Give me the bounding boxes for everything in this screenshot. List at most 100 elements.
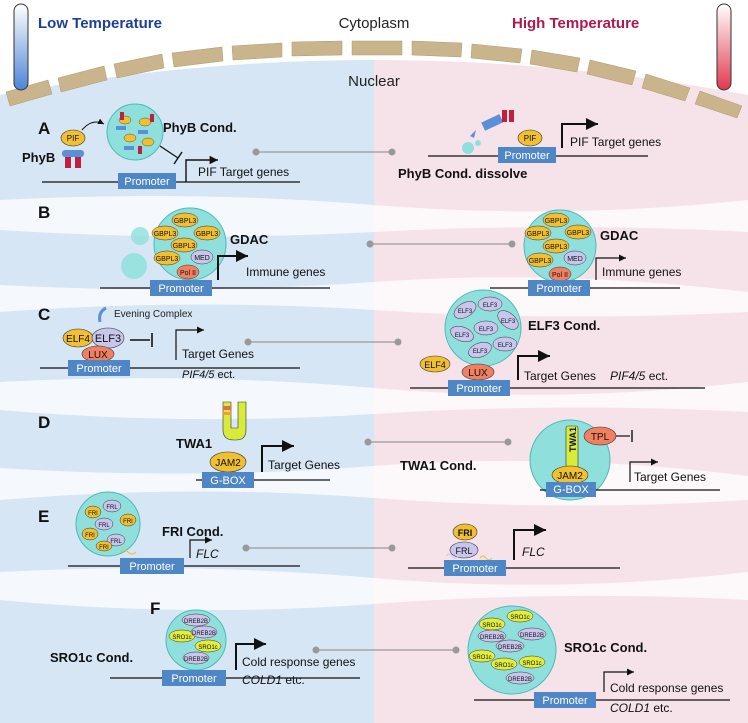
fri-label-right: FRI <box>458 528 473 538</box>
tpl-label: TPL <box>591 432 610 443</box>
svg-text:FRI: FRI <box>99 545 109 551</box>
svg-text:ELF3: ELF3 <box>473 349 488 355</box>
gdac-label-right: GDAC <box>600 228 639 243</box>
target-genes-d-right: Target Genes <box>634 470 706 484</box>
svg-text:SRO1c: SRO1c <box>482 623 501 629</box>
svg-text:GBPL3: GBPL3 <box>567 230 590 237</box>
panel-b: B GBPL3 GBPL3 GBPL3 GBPL3 GBPL3 MED Pol … <box>38 203 681 296</box>
svg-text:SRO1c: SRO1c <box>198 645 217 651</box>
svg-text:GBPL3: GBPL3 <box>529 258 552 265</box>
cold1-right: COLD1 etc. <box>610 701 673 715</box>
panel-letter-e: E <box>38 507 49 526</box>
jam2-label: JAM2 <box>215 458 241 469</box>
pif45-c-left: PIF4/5 ect. <box>182 369 235 381</box>
svg-text:GBPL3: GBPL3 <box>173 243 196 250</box>
svg-text:SRO1c: SRO1c <box>510 615 529 621</box>
svg-text:FRI: FRI <box>88 511 98 517</box>
svg-text:GBPL3: GBPL3 <box>545 218 568 225</box>
svg-text:SRO1c: SRO1c <box>172 635 191 641</box>
promoter-f-right: Promoter <box>542 695 588 707</box>
svg-text:GBPL3: GBPL3 <box>545 244 568 251</box>
thermometer-cold-icon <box>13 3 29 91</box>
high-temperature-title: High Temperature <box>512 15 639 32</box>
low-temperature-title: Low Temperature <box>38 15 162 32</box>
svg-text:ELF3: ELF3 <box>458 309 473 315</box>
promoter-f-left: Promoter <box>171 673 217 685</box>
phyb-dimer-icon <box>60 129 86 168</box>
frl-label-right: FRL <box>455 546 472 556</box>
promoter-e-left: Promoter <box>129 561 175 573</box>
immune-genes-left: Immune genes <box>246 265 325 279</box>
gdac-complex-left: GBPL3 GBPL3 GBPL3 GBPL3 GBPL3 MED Pol II <box>151 212 221 280</box>
svg-text:MED: MED <box>194 255 210 262</box>
target-genes-d-left: Target Genes <box>268 458 340 472</box>
twa1-icon <box>222 401 247 441</box>
svg-text:SRO1c: SRO1c <box>522 661 541 667</box>
phyb-released-icon <box>462 110 514 154</box>
panel-e: E FRI FRL FRI FRL FRI FRL FRI FRI Cond. … <box>38 491 620 576</box>
elf3-cond-label: ELF3 Cond. <box>528 318 600 333</box>
sro1c-cluster-right: SRO1c SRO1c DREB2B DREB2B DREB2B SRO1c S… <box>468 609 547 685</box>
svg-text:GBPL3: GBPL3 <box>196 231 219 238</box>
panel-letter-f: F <box>150 599 160 618</box>
elf4-label: ELF4 <box>66 334 90 345</box>
svg-text:GBPL3: GBPL3 <box>174 218 197 225</box>
nuclear-envelope <box>5 40 743 119</box>
thermometer-hot-icon <box>716 3 732 91</box>
panel-d: D TWA1 JAM2 G-BOX Target Genes TWA1 Cond… <box>38 401 720 501</box>
elf3-label: ELF3 <box>95 333 121 345</box>
fri-cond-label: FRI Cond. <box>162 524 223 539</box>
flc-right: FLC <box>522 545 545 559</box>
svg-text:DREB2B: DREB2B <box>498 645 522 651</box>
svg-text:MED: MED <box>567 256 583 263</box>
twa1-label-right: TWA1 <box>568 427 578 452</box>
svg-text:FRL: FRL <box>110 539 122 545</box>
panel-letter-b: B <box>38 203 50 222</box>
svg-text:ELF3: ELF3 <box>498 343 513 349</box>
svg-text:ELF3: ELF3 <box>455 333 470 339</box>
pif-target-left: PIF Target genes <box>198 165 289 179</box>
fri-cluster: FRI FRL FRI FRL FRI FRL FRI <box>81 499 137 555</box>
gbox-right: G-BOX <box>553 484 589 496</box>
cytoplasm-label: Cytoplasm <box>339 15 410 32</box>
pif45-c-right: PIF4/5 ect. <box>610 369 668 383</box>
flc-left: FLC <box>196 547 219 561</box>
svg-text:DREB2B: DREB2B <box>184 619 208 625</box>
sro1c-cond-label-left: SRO1c Cond. <box>50 650 133 665</box>
lux-label: LUX <box>88 350 108 361</box>
svg-text:DREB2B: DREB2B <box>508 677 532 683</box>
svg-text:ELF3: ELF3 <box>479 327 494 333</box>
panel-letter-d: D <box>38 413 50 432</box>
promoter-a-left: Promoter <box>124 176 170 188</box>
svg-text:ELF3: ELF3 <box>483 303 498 309</box>
gdac-complex-right: GBPL3 GBPL3 GBPL3 GBPL3 GBPL3 MED Pol II <box>524 212 592 282</box>
evening-complex-label: Evening Complex <box>114 309 192 320</box>
promoter-b-left: Promoter <box>158 283 204 295</box>
cold-response-left: Cold response genes <box>242 655 355 669</box>
svg-text:ELF3: ELF3 <box>501 319 516 325</box>
phyb-cluster-icon <box>116 112 155 154</box>
elf4-label-right: ELF4 <box>424 360 446 370</box>
cold-response-right: Cold response genes <box>610 681 723 695</box>
panel-f: F DREB2B SRO1c DREB2B SRO1c DREB2B SRO1c… <box>50 599 730 715</box>
sro1c-cond-label-right: SRO1c Cond. <box>564 640 647 655</box>
target-genes-c-right: Target Genes <box>524 369 596 383</box>
pif-target-right: PIF Target genes <box>570 135 661 149</box>
lux-label-right: LUX <box>468 368 488 379</box>
panel-letter-a: A <box>38 119 50 138</box>
svg-text:SRO1c: SRO1c <box>494 663 513 669</box>
svg-text:Pol II: Pol II <box>552 272 568 279</box>
elf3-cluster: ELF3 ELF3 ELF3 ELF3 ELF3 ELF3 ELF3 <box>450 296 519 359</box>
svg-text:FRL: FRL <box>98 523 110 529</box>
promoter-c-right: Promoter <box>456 383 502 395</box>
svg-text:DREB2B: DREB2B <box>480 635 504 641</box>
cold1-left: COLD1 etc. <box>242 673 305 687</box>
svg-text:DREB2B: DREB2B <box>192 631 216 637</box>
phyb-cond-label: PhyB Cond. <box>163 120 237 135</box>
svg-text:GBPL3: GBPL3 <box>527 231 550 238</box>
phyb-dissolve-label: PhyB Cond. dissolve <box>398 166 527 181</box>
svg-text:FRI: FRI <box>123 519 133 525</box>
svg-text:GBPL3: GBPL3 <box>156 256 179 263</box>
